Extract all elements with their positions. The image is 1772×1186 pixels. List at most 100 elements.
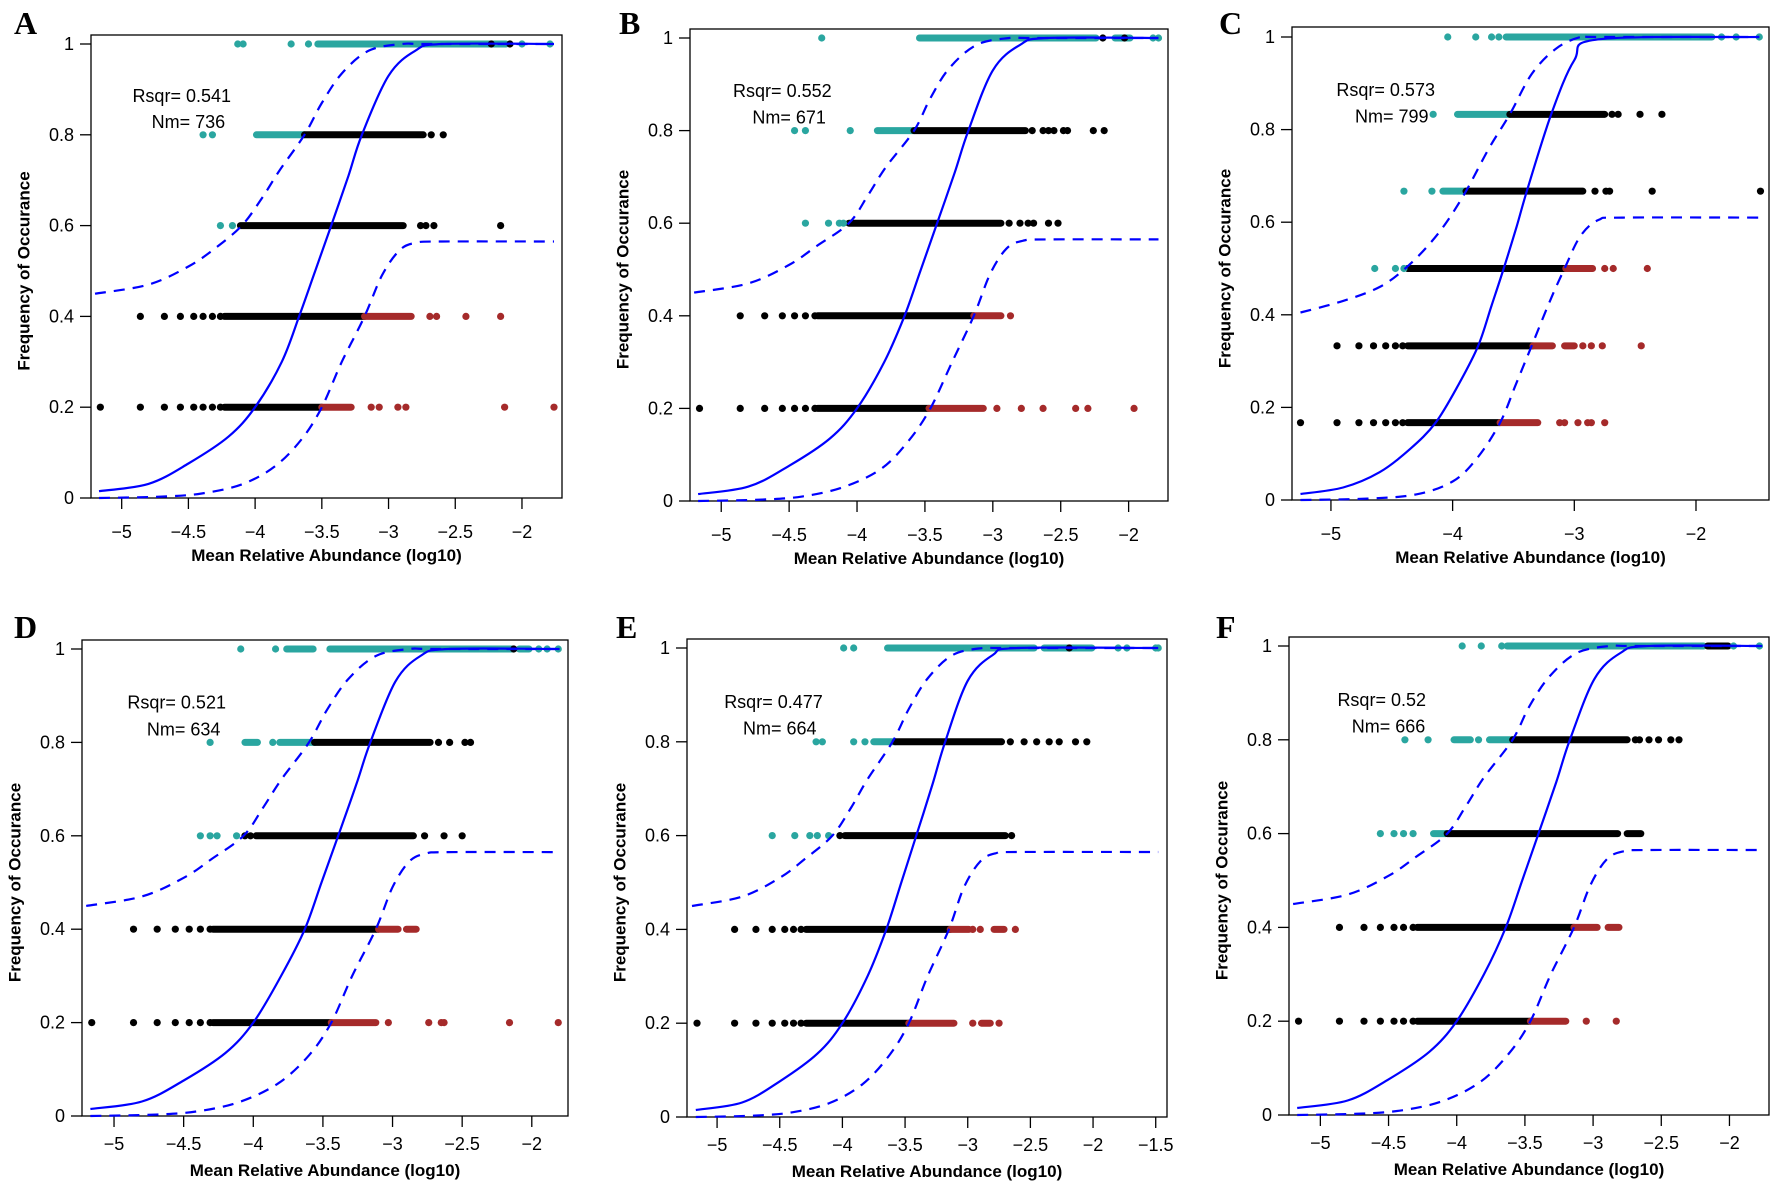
point-teal — [206, 738, 214, 747]
point-teal — [206, 832, 214, 840]
point-red — [505, 1019, 514, 1027]
point-black — [1083, 738, 1091, 746]
nm-annotation: Nm= 664 — [743, 719, 817, 739]
point-black — [208, 312, 217, 320]
point-red — [993, 404, 1001, 412]
panel-f: F 0 0.2 0.4 0.6 0.8 1 −5 −4.5 −4 −3.5 −3 −2.5 −2 Mean … — [1213, 609, 1770, 1179]
model-curves — [691, 646, 1159, 1119]
lower-ci-curve — [98, 240, 555, 500]
x-tick-label: −2 — [1118, 525, 1139, 545]
y-tick-label: 0.2 — [49, 397, 74, 417]
y-tick-label: 0.2 — [645, 1013, 670, 1033]
point-black — [176, 403, 184, 411]
panel-b: B 0 0.2 0.4 0.6 0.8 1 −5 −4.5 −4 −3.5 −3 −2.5 −2 Mean … — [614, 5, 1169, 568]
point-red — [1609, 264, 1617, 273]
point-black — [1399, 923, 1408, 932]
x-axis-title: Mean Relative Abundance (log10) — [190, 1161, 460, 1180]
point-black — [1333, 419, 1341, 427]
upper-ci-curve — [86, 647, 560, 907]
model-curves — [1292, 644, 1763, 1117]
plot-frame — [689, 28, 1169, 502]
x-tick-label: −3 — [1564, 524, 1585, 544]
y-axis-title: Frequency of Occurance — [6, 783, 25, 982]
x-tick-label: −4.5 — [166, 1134, 202, 1154]
point-black — [1360, 1017, 1368, 1025]
point-teal — [791, 832, 799, 840]
lower-ci-curve — [695, 850, 1159, 1119]
point-black — [416, 222, 425, 230]
point-teal — [239, 40, 247, 48]
point-black — [160, 403, 168, 411]
rsqr-annotation: Rsqr= 0.52 — [1337, 690, 1426, 710]
point-black — [797, 925, 805, 934]
point-black — [439, 131, 447, 139]
point-teal — [1474, 736, 1483, 744]
plot-frame — [81, 639, 569, 1117]
point-teal — [1409, 830, 1417, 838]
point-red — [1130, 404, 1138, 412]
point-red — [1601, 264, 1609, 273]
x-tick-label: −3.5 — [907, 525, 943, 545]
panel-letter: B — [619, 5, 640, 41]
x-tick-label: −2.5 — [1013, 1135, 1049, 1155]
x-tick-label: −5 — [1321, 524, 1342, 544]
point-black — [1648, 187, 1656, 195]
point-black — [1654, 736, 1663, 744]
point-teal — [824, 219, 833, 227]
point-teal — [269, 738, 277, 747]
nm-annotation: Nm= 671 — [752, 108, 826, 128]
rsqr-annotation: Rsqr= 0.541 — [132, 86, 231, 106]
fit-curve — [697, 36, 1159, 496]
y-tick-label: 1 — [1265, 27, 1275, 47]
point-black — [1028, 127, 1036, 135]
point-red — [1598, 342, 1606, 350]
point-red — [1582, 1017, 1590, 1025]
point-teal — [1376, 830, 1384, 838]
point-black — [1071, 738, 1080, 746]
point-teal — [208, 131, 217, 139]
point-teal — [304, 40, 313, 48]
point-black — [1007, 832, 1016, 840]
y-tick-label: 0.6 — [645, 826, 670, 846]
y-tick-label: 0.8 — [40, 732, 65, 752]
model-curves — [94, 42, 555, 500]
y-tick-label: 0.8 — [645, 732, 670, 752]
panel-letter: D — [14, 609, 37, 645]
point-black — [190, 312, 198, 320]
x-tick-label: −4 — [832, 1135, 853, 1155]
upper-ci-curve — [1292, 644, 1763, 906]
point-teal — [850, 738, 858, 746]
point-teal — [840, 644, 848, 652]
point-black — [1605, 187, 1614, 195]
x-axis-title: Mean Relative Abundance (log10) — [794, 549, 1064, 568]
y-axis-title: Frequency of Occurance — [1213, 781, 1232, 980]
point-black — [176, 312, 184, 320]
rsqr-annotation: Rsqr= 0.477 — [724, 692, 823, 712]
point-red — [1587, 342, 1595, 350]
point-black — [199, 403, 207, 411]
point-red — [1072, 404, 1080, 412]
point-red — [1560, 419, 1569, 427]
point-black — [1614, 110, 1622, 118]
point-black — [199, 312, 207, 320]
point-black — [160, 312, 168, 320]
point-red — [1039, 404, 1047, 412]
x-tick-label: −4.5 — [1371, 1133, 1407, 1153]
point-black — [693, 1019, 701, 1027]
point-black — [1355, 419, 1363, 427]
point-black — [731, 1019, 739, 1027]
point-black — [1033, 738, 1041, 746]
panel-d: D 0 0.2 0.4 0.6 0.8 1 −5 −4.5 −4 −3.5 −3 −2.5 −2 Mean … — [6, 609, 569, 1180]
point-teal — [1371, 264, 1379, 273]
point-black — [497, 222, 505, 230]
point-black — [422, 222, 430, 230]
point-black — [466, 738, 475, 747]
y-tick-label: 0 — [64, 488, 74, 508]
y-tick-label: 0.4 — [648, 306, 673, 326]
x-tick-label: −3.5 — [304, 522, 340, 542]
point-black — [153, 925, 161, 933]
point-black — [208, 403, 217, 411]
point-black — [1390, 1017, 1398, 1025]
point-black — [768, 1019, 776, 1027]
